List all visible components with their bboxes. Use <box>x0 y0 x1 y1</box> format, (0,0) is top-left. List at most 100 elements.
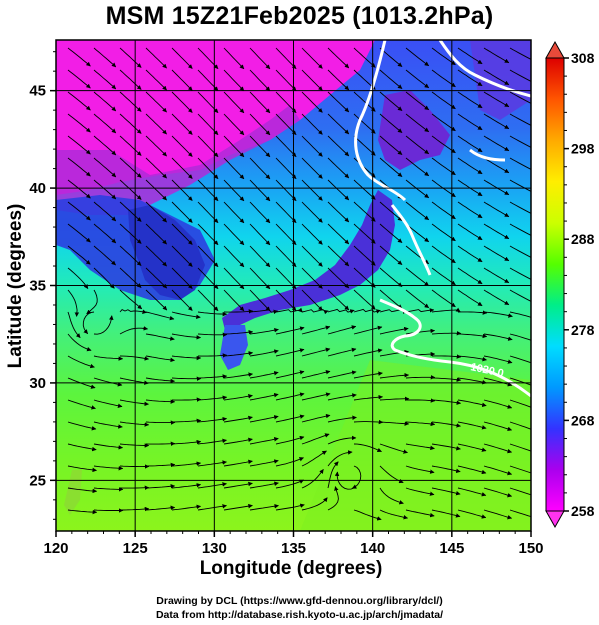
streamline <box>145 201 167 223</box>
streamline <box>171 483 202 489</box>
streamline <box>249 327 279 335</box>
streamline <box>249 135 271 158</box>
streamline <box>93 201 117 222</box>
streamline <box>119 47 142 68</box>
streamline <box>249 157 271 180</box>
streamline <box>327 201 350 223</box>
streamline <box>405 91 430 111</box>
streamline <box>301 91 323 113</box>
streamline <box>275 457 304 467</box>
streamline <box>145 355 175 363</box>
x-tick-label: 135 <box>281 540 306 557</box>
y-axis-ticks: 25 30 35 40 45 <box>29 51 56 520</box>
streamline <box>275 91 297 114</box>
y-tick-label: 35 <box>29 278 46 295</box>
streamline <box>93 315 114 335</box>
colorbar-ticks: 258 268 278 288 298 308 <box>564 50 595 519</box>
colorbar-tick-label: 258 <box>571 503 595 519</box>
streamline <box>509 267 531 282</box>
streamline <box>223 394 253 401</box>
streamline <box>171 311 201 320</box>
streamline <box>483 267 510 284</box>
streamline <box>483 91 510 108</box>
streamline <box>93 223 117 244</box>
streamline <box>145 113 167 135</box>
streamline <box>327 450 353 467</box>
streamline <box>457 509 487 519</box>
streamline <box>275 135 297 158</box>
streamline <box>379 245 403 265</box>
streamline <box>431 421 461 428</box>
streamline <box>275 289 297 312</box>
streamline <box>431 399 462 405</box>
streamline <box>351 465 362 489</box>
streamline <box>171 91 193 113</box>
x-tick-label: 125 <box>123 540 148 557</box>
streamline <box>379 289 403 309</box>
streamline <box>275 201 297 224</box>
streamline <box>145 462 176 468</box>
streamline <box>197 438 227 445</box>
streamline <box>67 245 91 265</box>
streamline <box>249 392 279 401</box>
streamline <box>509 355 531 364</box>
streamline <box>483 245 510 262</box>
streamline <box>327 289 350 311</box>
streamline <box>171 201 193 223</box>
streamline <box>249 504 279 511</box>
streamline <box>379 267 403 287</box>
streamline <box>145 441 176 446</box>
streamline <box>249 437 279 445</box>
streamline <box>301 113 323 135</box>
chart-title: MSM 15Z21Feb2025 (1013.2hPa) <box>105 2 494 30</box>
streamline <box>353 419 384 425</box>
streamline <box>171 69 193 91</box>
streamline <box>334 471 355 490</box>
streamline <box>119 289 143 310</box>
streamline <box>327 91 350 113</box>
streamline <box>327 325 357 335</box>
streamline <box>353 443 382 453</box>
streamline <box>405 113 430 133</box>
streamline <box>171 355 202 361</box>
streamline <box>353 394 384 401</box>
streamline <box>327 486 339 511</box>
streamline <box>93 135 117 156</box>
streamline <box>275 179 297 202</box>
streamline <box>145 91 167 113</box>
streamline <box>457 399 487 408</box>
streamline <box>145 267 168 289</box>
streamline <box>379 373 410 379</box>
streamline <box>93 91 117 112</box>
streamline <box>405 223 430 243</box>
streamline <box>145 505 176 511</box>
korea <box>128 205 205 300</box>
streamline <box>119 69 142 90</box>
streamline <box>509 245 531 260</box>
streamline <box>171 461 202 467</box>
streamline <box>119 443 150 448</box>
streamline <box>457 135 483 153</box>
streamline <box>145 47 167 69</box>
streamline <box>119 309 147 314</box>
streamline <box>249 69 271 92</box>
streamline <box>483 487 513 498</box>
streamline <box>379 421 410 426</box>
streamline <box>93 267 115 289</box>
streamline <box>327 179 350 201</box>
streamline <box>406 398 436 403</box>
streamline <box>93 443 124 450</box>
streamline <box>93 465 124 471</box>
streamline <box>353 135 376 156</box>
streamline <box>119 326 149 335</box>
streamline <box>405 69 430 89</box>
streamline <box>509 443 531 452</box>
streamline <box>509 421 531 430</box>
streamline <box>249 349 279 357</box>
streamline <box>327 157 350 179</box>
streamline <box>483 69 510 86</box>
streamline <box>457 201 483 219</box>
streamline <box>301 201 323 223</box>
streamline <box>249 415 279 423</box>
streamline <box>405 308 435 313</box>
